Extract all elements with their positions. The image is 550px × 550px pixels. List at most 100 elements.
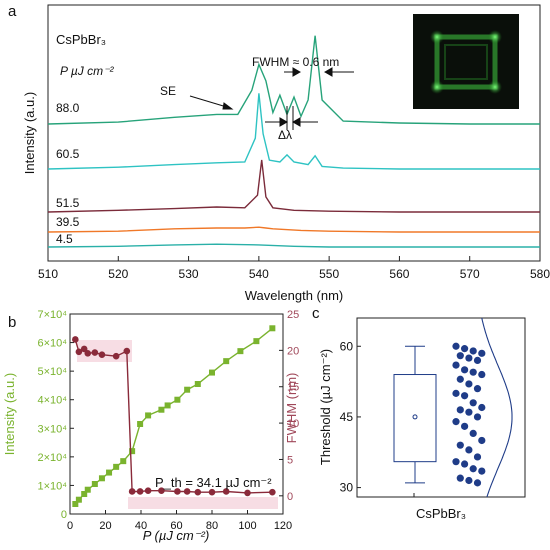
threshold-point <box>469 465 477 473</box>
panel-b: 0 20 40 60 80 100 12001×10⁴2×10⁴3×10⁴4×10⁴5×10… <box>2 309 299 543</box>
se-annotation: SE <box>160 84 176 98</box>
intensity-point <box>129 448 136 455</box>
threshold-point <box>456 352 464 360</box>
series-label-88.0: 88.0 <box>56 101 80 115</box>
intensity-point <box>253 338 260 345</box>
x-tick-label-b: 120 <box>274 520 292 532</box>
intensity-point <box>269 325 276 332</box>
panel-b-ylabel-right: FWHM (nm) <box>284 373 299 444</box>
threshold-point <box>461 392 469 400</box>
intensity-point <box>75 496 82 503</box>
y-tick-label-c: 30 <box>340 481 354 495</box>
panel-a: 510 520 530 540 550 560 570 580 88.0 60.5 51.5 39.… <box>22 4 550 303</box>
intensity-point <box>164 402 171 409</box>
x-tick-label-b: 20 <box>99 520 111 532</box>
intensity-point <box>174 396 181 403</box>
fwhm-point <box>123 347 131 355</box>
threshold-annotation: P_th = 34.1 µJ cm⁻² <box>155 475 272 490</box>
fwhm-point <box>80 345 88 353</box>
fwhm-point <box>98 351 106 359</box>
x-tick-label-a: 550 <box>319 267 339 281</box>
threshold-point <box>452 361 460 369</box>
threshold-point <box>469 399 477 407</box>
fwhm-point <box>128 488 136 495</box>
threshold-point <box>469 347 477 355</box>
intensity-point <box>137 421 144 427</box>
threshold-point <box>465 408 473 416</box>
material-label: CsPbBr₃ <box>56 32 106 47</box>
fwhm-point <box>222 488 230 495</box>
threshold-point <box>461 366 469 374</box>
y-tick-label-b-left: 2×10⁴ <box>37 452 67 464</box>
fwhm-point <box>174 488 181 495</box>
intensity-point <box>113 463 120 470</box>
x-tick-label-b: 40 <box>135 520 147 532</box>
threshold-point <box>456 406 464 414</box>
fwhm-point <box>136 488 144 495</box>
x-tick-label-a: 580 <box>530 267 550 281</box>
threshold-point <box>456 441 464 449</box>
intensity-point <box>223 358 230 365</box>
panel-c-letter: c <box>312 305 320 322</box>
fwhm-point <box>208 488 216 496</box>
intensity-point <box>194 381 201 387</box>
fwhm-annotation: FWHM ≈ 0.6 nm <box>252 55 339 69</box>
threshold-point <box>469 368 477 376</box>
fwhm-point <box>269 488 276 496</box>
y-tick-label-b-left: 1×10⁴ <box>37 480 67 492</box>
fwhm-band-low <box>128 497 278 509</box>
threshold-point <box>465 476 473 485</box>
y-tick-label-b-left: 0 <box>61 509 67 521</box>
threshold-point <box>452 458 460 466</box>
threshold-point <box>478 467 486 475</box>
x-tick-label-a: 540 <box>249 267 269 281</box>
panel-c-ylabel: Threshold (µJ cm⁻²) <box>318 349 333 465</box>
series-label-39.5: 39.5 <box>56 215 80 229</box>
threshold-point <box>461 422 469 430</box>
intensity-point <box>84 486 91 493</box>
panel-a-xlabel: Wavelength (nm) <box>245 288 344 303</box>
fwhm-point <box>72 336 79 343</box>
panel-a-letter: a <box>8 3 17 20</box>
intensity-point <box>91 481 98 487</box>
x-tick-label-b: 100 <box>238 520 256 532</box>
fwhm-point <box>75 348 83 356</box>
x-tick-label-b: 80 <box>206 520 218 532</box>
legend-title: P µJ cm⁻² <box>60 64 114 78</box>
panel-c-frame <box>356 317 526 498</box>
fwhm-point <box>183 488 191 495</box>
fwhm-point <box>91 349 99 356</box>
threshold-point <box>469 429 477 438</box>
y-tick-label-b-right: 0 <box>287 491 293 503</box>
lasing-pattern-inset <box>413 14 519 109</box>
x-tick-label-b: 60 <box>170 520 182 532</box>
x-tick-label-b: 0 <box>67 520 73 532</box>
x-tick-label-a: 530 <box>179 267 199 281</box>
intensity-point <box>184 386 191 393</box>
series-line-FWHM <box>74 339 273 494</box>
threshold-point <box>452 389 460 397</box>
spectrum-60.5 <box>47 93 540 170</box>
intensity-point <box>158 406 165 413</box>
fwhm-point <box>84 349 92 357</box>
fwhm-point <box>244 489 251 497</box>
x-tick-label-a: 520 <box>108 267 128 281</box>
spectrum-51.5 <box>47 159 540 213</box>
fwhm-point <box>194 488 202 496</box>
threshold-point <box>452 418 460 426</box>
y-tick-label-b-right: 25 <box>287 309 299 321</box>
x-tick-label-a: 560 <box>389 267 409 281</box>
threshold-point <box>478 436 486 445</box>
threshold-point <box>465 380 473 388</box>
threshold-point <box>465 446 473 454</box>
x-tick-label-a: 570 <box>460 267 480 281</box>
intensity-point <box>72 501 79 507</box>
threshold-point <box>473 413 482 421</box>
series-label-4.5: 4.5 <box>56 232 73 246</box>
spectrum-4.5 <box>47 243 540 248</box>
threshold-point <box>452 342 460 350</box>
y-tick-label-b-right: 5 <box>287 454 293 466</box>
y-tick-label-b-left: 6×10⁴ <box>37 338 67 350</box>
y-tick-label-b-right: 15 <box>287 382 299 394</box>
threshold-point <box>456 474 464 482</box>
